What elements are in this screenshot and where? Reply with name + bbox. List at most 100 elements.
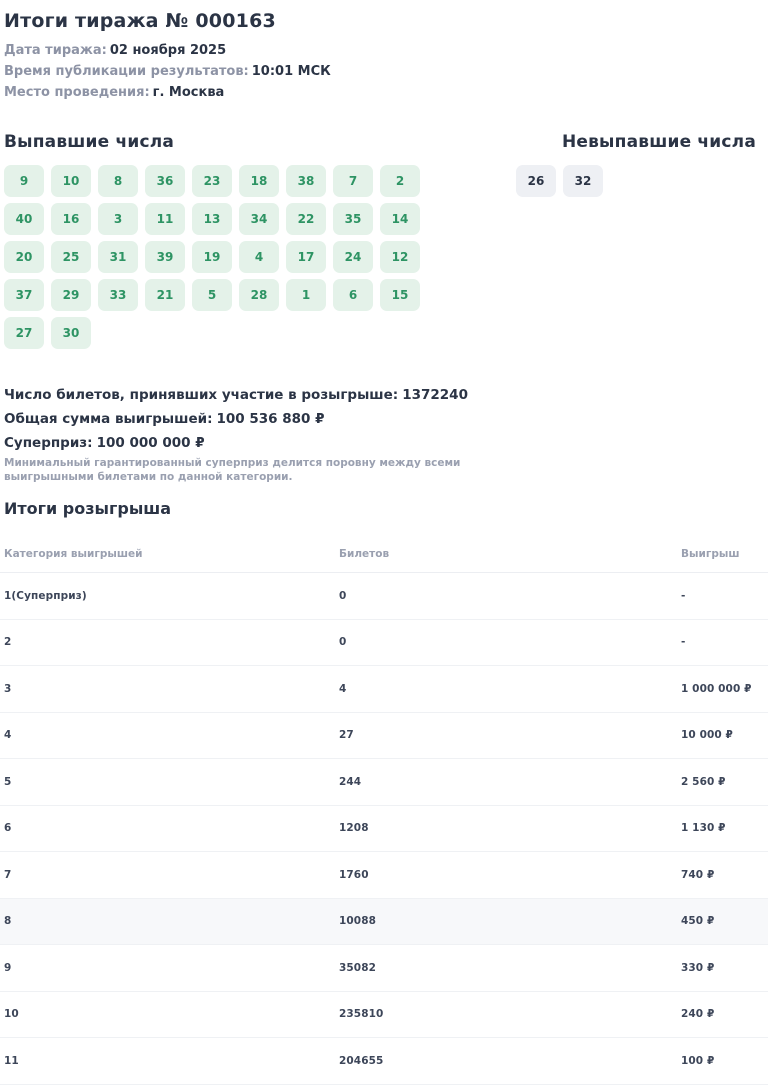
drawn-number-chip: 25	[51, 241, 91, 273]
missed-number-chip: 32	[563, 165, 603, 197]
drawn-number-chip: 27	[4, 317, 44, 349]
cell-prize: 1 130 ₽	[675, 805, 768, 852]
table-header-row: Категория выигрышей Билетов Выигрыш	[0, 536, 768, 573]
table-row: 1(Суперприз) 0-	[0, 572, 768, 620]
cell-tickets: 235810	[335, 991, 675, 1038]
stat-total-prize-label: Общая сумма выигрышей:	[4, 411, 213, 427]
drawn-number-chip: 6	[333, 279, 373, 311]
draw-statistics: Число билетов, принявших участие в розыг…	[0, 383, 768, 484]
cell-tickets: 4	[335, 665, 675, 713]
drawn-number-chip: 39	[145, 241, 185, 273]
drawn-number-chip: 38	[286, 165, 326, 197]
superprize-note: Минимальный гарантированный суперприз де…	[4, 457, 461, 483]
cell-category: 10	[0, 991, 335, 1038]
table-row: 6 1208 1 130 ₽	[0, 805, 768, 852]
drawn-number-chip: 40	[4, 203, 44, 235]
meta-value-location: г. Москва	[152, 85, 225, 100]
meta-label-location: Место проведения:	[4, 85, 150, 100]
cell-category: 5	[0, 758, 335, 806]
meta-label-time: Время публикации результатов:	[4, 64, 249, 79]
stat-tickets-label: Число билетов, принявших участие в розыг…	[4, 387, 399, 403]
results-table: Категория выигрышей Билетов Выигрыш 1(Су…	[0, 536, 768, 1085]
drawn-number-chip: 29	[51, 279, 91, 311]
page-title: Итоги тиража № 000163	[4, 10, 276, 32]
drawn-number-chip: 3	[98, 203, 138, 235]
drawn-numbers-grid: 9 10 8 36 23 18 38 7 2 40 16 3 11 13 34 22 35 14 20 25 31 39 1…	[4, 165, 464, 349]
cell-tickets: 1208	[335, 805, 675, 852]
drawn-number-chip: 30	[51, 317, 91, 349]
drawn-number-chip: 12	[380, 241, 420, 273]
meta-row-time: Время публикации результатов: 10:01 МСК	[4, 61, 768, 82]
column-header-category: Категория выигрышей	[0, 536, 335, 573]
cell-tickets: 35082	[335, 944, 675, 992]
missed-numbers-heading: Невыпавшие числа	[561, 132, 756, 152]
drawn-number-chip: 28	[239, 279, 279, 311]
cell-category: 3	[0, 665, 335, 713]
lottery-results-page: Итоги тиража № 000163 Дата тиража: 02 ноя…	[0, 10, 768, 1085]
draw-meta-list: Дата тиража: 02 ноября 2025 Время публика…	[0, 34, 768, 103]
column-header-prize: Выигрыш	[675, 536, 768, 573]
drawn-number-chip: 34	[239, 203, 279, 235]
table-row: 11 204655 100 ₽	[0, 1037, 768, 1085]
table-row: 10 235810 240 ₽	[0, 991, 768, 1038]
drawn-number-chip: 8	[98, 165, 138, 197]
meta-value-date: 02 ноября 2025	[109, 43, 227, 58]
drawn-number-chip: 7	[333, 165, 373, 197]
stat-superprize-label: Суперприз:	[4, 435, 93, 451]
cell-prize: 740 ₽	[675, 851, 768, 899]
drawn-number-chip: 20	[4, 241, 44, 273]
drawn-number-chip: 24	[333, 241, 373, 273]
drawn-number-chip: 35	[333, 203, 373, 235]
drawn-number-chip: 18	[239, 165, 279, 197]
cell-category: 2	[0, 619, 335, 666]
cell-category: 8	[0, 898, 335, 945]
drawn-number-chip: 10	[51, 165, 91, 197]
drawn-number-chip: 1	[286, 279, 326, 311]
cell-category: 4	[0, 712, 335, 759]
drawn-number-chip: 16	[51, 203, 91, 235]
stat-tickets-value: 1372240	[402, 387, 468, 403]
results-heading: Итоги розыгрыша	[4, 499, 172, 518]
stat-tickets-participated: Число билетов, принявших участие в розыг…	[4, 383, 768, 407]
drawn-number-chip: 23	[192, 165, 232, 197]
drawn-number-chip: 9	[4, 165, 44, 197]
drawn-number-chip: 31	[98, 241, 138, 273]
cell-prize: 10 000 ₽	[675, 712, 768, 759]
cell-prize: 2 560 ₽	[675, 758, 768, 806]
cell-prize: 1 000 000 ₽	[675, 665, 768, 713]
missed-numbers-grid: 26 32	[498, 165, 764, 197]
meta-value-time: 10:01 МСК	[251, 64, 331, 79]
drawn-number-chip: 13	[192, 203, 232, 235]
drawn-number-chip: 15	[380, 279, 420, 311]
cell-tickets: 27	[335, 712, 675, 759]
cell-category: 11	[0, 1037, 335, 1085]
drawn-number-chip: 37	[4, 279, 44, 311]
cell-prize: 450 ₽	[675, 898, 768, 945]
column-header-tickets: Билетов	[335, 536, 675, 573]
drawn-numbers-heading: Выпавшие числа	[4, 132, 175, 152]
cell-tickets: 0	[335, 572, 675, 620]
drawn-number-chip: 21	[145, 279, 185, 311]
table-row: 8 10088 450 ₽	[0, 898, 768, 945]
drawn-number-chip: 4	[239, 241, 279, 273]
table-row: 9 35082 330 ₽	[0, 944, 768, 992]
cell-prize: -	[675, 572, 768, 620]
table-row: 5 244 2 560 ₽	[0, 758, 768, 806]
drawn-number-chip: 14	[380, 203, 420, 235]
cell-prize: 100 ₽	[675, 1037, 768, 1085]
cell-prize: 240 ₽	[675, 991, 768, 1038]
numbers-section: Выпавшие числа 9 10 8 36 23 18 38 7 2 40 16 3 11 13 34…	[0, 131, 768, 349]
cell-prize: 330 ₽	[675, 944, 768, 992]
drawn-number-chip: 19	[192, 241, 232, 273]
drawn-number-chip: 33	[98, 279, 138, 311]
meta-row-date: Дата тиража: 02 ноября 2025	[4, 40, 768, 61]
stat-total-prize-value: 100 536 880 ₽	[216, 411, 325, 427]
table-row: 7 1760 740 ₽	[0, 851, 768, 899]
cell-tickets: 244	[335, 758, 675, 806]
cell-tickets: 10088	[335, 898, 675, 945]
missed-numbers-column: Невыпавшие числа 26 32	[484, 131, 764, 197]
cell-prize: -	[675, 619, 768, 666]
stat-total-prize: Общая сумма выигрышей: 100 536 880 ₽	[4, 407, 768, 431]
